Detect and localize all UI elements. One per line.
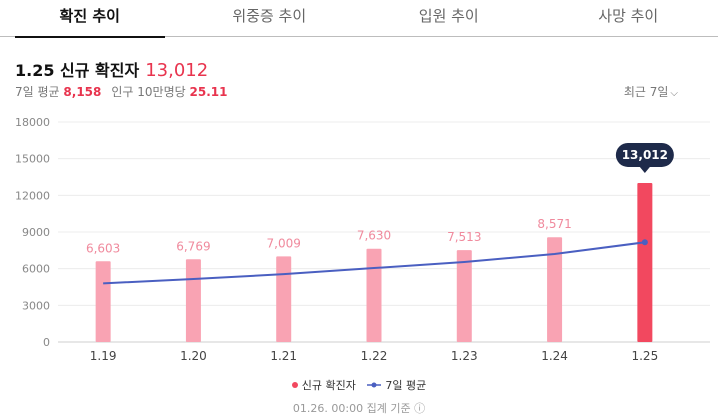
legend-cases-dot	[292, 382, 298, 388]
x-tick-label: 1.24	[541, 349, 568, 363]
x-tick-label: 1.22	[361, 349, 388, 363]
x-tick-label: 1.21	[270, 349, 297, 363]
bar	[367, 249, 382, 342]
bar	[637, 183, 652, 342]
y-tick-label: 12000	[15, 189, 50, 202]
data-timestamp-note: 01.26. 00:00 집계 기준 ⓘ	[0, 400, 718, 416]
highlight-tooltip-label: 13,012	[622, 148, 668, 162]
avg-line-point	[642, 239, 648, 245]
cases-chart: 18000 15000 12000 9000 6000 3000 0 6,603 1.19 6,7…	[0, 0, 718, 372]
legend-item-avg: 7일 평균	[367, 377, 426, 393]
legend-avg-line	[367, 382, 381, 388]
bar-value-label: 7,630	[357, 229, 391, 243]
y-tick-label: 0	[43, 336, 50, 349]
x-tick-label: 1.20	[180, 349, 207, 363]
x-tick-label: 1.23	[451, 349, 478, 363]
x-tick-label: 1.19	[90, 349, 117, 363]
y-tick-label: 9000	[22, 226, 50, 239]
chart-legend: 신규 확진자 7일 평균	[0, 377, 718, 393]
legend-cases-label: 신규 확진자	[302, 379, 356, 392]
y-tick-label: 15000	[15, 153, 50, 166]
bar-value-label: 6,769	[176, 239, 210, 253]
bar-value-label: 7,009	[267, 236, 301, 250]
y-tick-label: 6000	[22, 263, 50, 276]
y-tick-label: 18000	[15, 116, 50, 129]
bar-value-label: 6,603	[86, 241, 120, 255]
bar	[96, 261, 111, 342]
highlight-tooltip-pointer	[640, 167, 650, 173]
bar	[457, 250, 472, 342]
legend-avg-label: 7일 평균	[385, 379, 426, 392]
legend-item-cases: 신규 확진자	[292, 377, 356, 393]
bar	[186, 259, 201, 342]
x-tick-label: 1.25	[631, 349, 658, 363]
bar	[276, 256, 291, 342]
bar-value-label: 8,571	[537, 217, 571, 231]
bar-value-label: 7,513	[447, 230, 481, 244]
y-tick-label: 3000	[22, 299, 50, 312]
